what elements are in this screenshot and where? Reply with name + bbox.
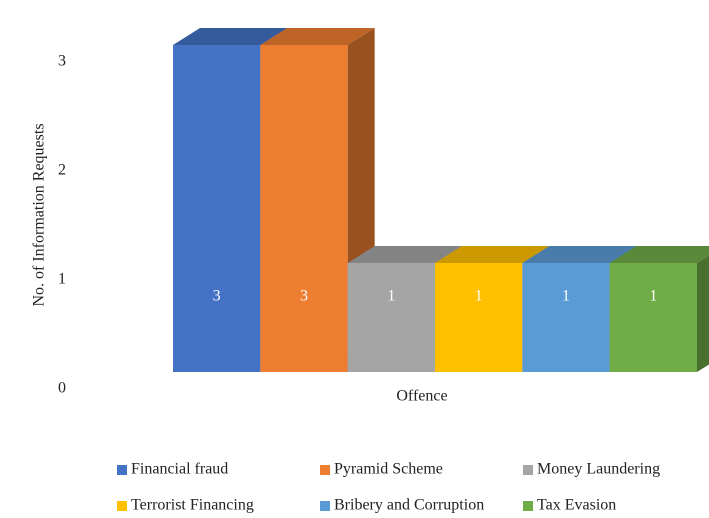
legend-label: Bribery and Corruption	[334, 497, 484, 514]
x-category-label: Offence	[396, 388, 447, 405]
bar-top	[260, 28, 375, 45]
bar	[260, 45, 348, 372]
legend-swatch	[320, 501, 330, 511]
legend-swatch	[523, 465, 533, 475]
bar	[173, 45, 261, 372]
legend-swatch	[320, 465, 330, 475]
legend-label: Terrorist Financing	[131, 497, 254, 514]
bar-top	[347, 246, 462, 263]
data-label: 1	[387, 288, 395, 305]
bar	[522, 263, 610, 372]
data-label: 3	[300, 288, 308, 305]
legend-swatch	[523, 501, 533, 511]
legend-label: Financial fraud	[131, 461, 228, 478]
legend-swatch	[117, 501, 127, 511]
legend-label: Pyramid Scheme	[334, 461, 443, 478]
bar-side	[697, 255, 709, 372]
y-tick-label: 2	[58, 162, 66, 179]
legend-label: Money Laundering	[537, 461, 660, 478]
bar-top	[609, 246, 709, 263]
data-label: 3	[213, 288, 221, 305]
bar-top	[435, 246, 550, 263]
data-label: 1	[475, 288, 483, 305]
bar-top	[522, 246, 637, 263]
y-axis-title: No. of Information Requests	[31, 123, 48, 306]
bar	[609, 263, 697, 372]
bar-top	[173, 28, 288, 45]
bar	[435, 263, 523, 372]
data-label: 1	[562, 288, 570, 305]
data-label: 1	[649, 288, 657, 305]
y-tick-label: 1	[58, 271, 66, 288]
bar	[347, 263, 435, 372]
legend-swatch	[117, 465, 127, 475]
legend-label: Tax Evasion	[537, 497, 616, 514]
y-tick-label: 3	[58, 53, 66, 70]
y-tick-label: 0	[58, 380, 66, 397]
